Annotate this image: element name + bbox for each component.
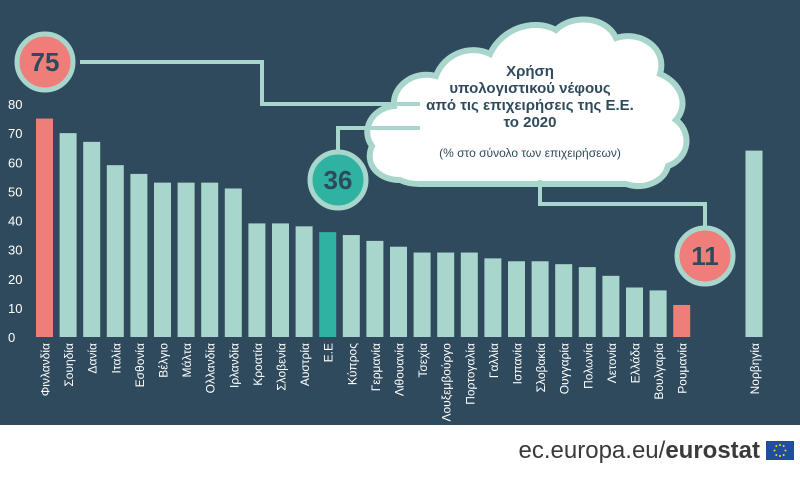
y-tick-label: 60: [8, 155, 22, 170]
y-tick-label: 70: [8, 126, 22, 141]
category-label: Αυστρία: [298, 343, 312, 386]
category-label: Ισπανία: [511, 343, 525, 384]
bar: [484, 258, 502, 337]
category-label: Κύπρος: [345, 343, 359, 385]
footer-brand: eurostat: [665, 437, 760, 464]
bar: [460, 252, 478, 337]
bar: [59, 133, 77, 337]
bar: [366, 240, 384, 337]
category-label: Βουλγαρία: [652, 343, 666, 400]
eu-flag-icon: [766, 441, 794, 460]
bar: [319, 232, 337, 337]
bar: [272, 223, 289, 337]
connector-line-high: [80, 60, 420, 106]
bar: [36, 118, 53, 337]
bar: [745, 150, 763, 337]
category-label: Σλοβακία: [534, 343, 548, 392]
y-tick-label: 0: [8, 330, 15, 345]
footer-site: ec.europa.eu/: [518, 437, 666, 464]
category-label: Ελλάδα: [629, 343, 643, 383]
bar: [295, 226, 313, 337]
category-label: Ε.Ε: [322, 343, 336, 362]
category-label: Ιρλανδία: [227, 343, 241, 388]
category-label: Λουξεμβούργο: [440, 343, 454, 422]
highlight-value-label: 75: [31, 47, 60, 77]
bar: [390, 246, 407, 337]
highlight-circle: [674, 225, 736, 287]
category-label: Ουγγαρία: [558, 343, 572, 394]
category-label: Δανία: [86, 343, 100, 374]
footer-source: ec.europa.eu/eurostat: [519, 437, 760, 465]
footer: ec.europa.eu/eurostat: [0, 425, 800, 477]
bar: [673, 304, 691, 337]
category-label: Κροατία: [251, 343, 265, 386]
category-label: Φινλανδία: [39, 343, 53, 396]
highlight-circle: [14, 31, 76, 93]
bar: [154, 182, 171, 337]
y-tick-label: 20: [8, 272, 22, 287]
y-tick-label: 30: [8, 243, 22, 258]
category-label: Τσεχία: [416, 343, 430, 378]
category-label: Ολλανδία: [204, 343, 218, 393]
bar: [649, 290, 667, 337]
chart-panel: Χρήση υπολογιστικού νέφους από τις επιχειρ…: [0, 0, 800, 425]
highlight-value-label: 11: [691, 241, 719, 271]
bar: [626, 287, 643, 337]
chart-title-line: το 2020: [504, 114, 557, 131]
bar: [248, 223, 266, 337]
bar: [106, 165, 124, 337]
bar: [531, 261, 549, 337]
category-label: Σλοβενία: [275, 343, 289, 391]
bar: [342, 235, 360, 337]
bar: [201, 182, 219, 337]
chart-title-line: Χρήση: [506, 63, 554, 80]
y-tick-label: 10: [8, 301, 22, 316]
category-label: Γαλλία: [487, 343, 501, 378]
bar: [83, 141, 101, 337]
bar: [177, 182, 195, 337]
category-label: Εσθονία: [133, 343, 147, 387]
bar: [508, 261, 525, 337]
bar: [578, 267, 596, 337]
category-label: Λιθουανία: [393, 343, 407, 396]
category-label: Σουηδία: [62, 343, 76, 387]
connector-line-eu: [336, 126, 420, 154]
chart-title-line: υπολογιστικού νέφους: [449, 80, 611, 97]
category-label: Πορτογαλία: [463, 343, 477, 405]
category-label: Μάλτα: [180, 343, 194, 378]
highlight-value-label: 36: [324, 165, 353, 195]
highlight-circle: [307, 149, 369, 211]
category-label: Ρουμανία: [676, 343, 690, 394]
category-label: Γερμανία: [369, 343, 383, 391]
bar: [130, 173, 148, 337]
category-label: Βέλγιο: [157, 343, 171, 378]
connector-line-low: [538, 180, 707, 232]
category-label: Νορβηγία: [748, 343, 762, 394]
chart-subtitle: (% στο σύνολο των επιχειρήσεων): [439, 146, 621, 160]
category-label: Λετονία: [605, 343, 619, 383]
bar: [413, 252, 431, 337]
bar: [555, 264, 573, 337]
bar: [602, 275, 620, 337]
bar: [224, 188, 242, 337]
category-label: Ιταλία: [109, 343, 123, 374]
y-tick-label: 80: [8, 97, 22, 112]
y-tick-label: 40: [8, 214, 22, 229]
y-tick-label: 50: [8, 184, 22, 199]
chart-title-line: από τις επιχειρήσεις της Ε.Ε.: [426, 97, 634, 114]
bar: [437, 252, 455, 337]
cloud-callout: [364, 16, 690, 189]
category-label: Πολωνία: [581, 343, 595, 389]
